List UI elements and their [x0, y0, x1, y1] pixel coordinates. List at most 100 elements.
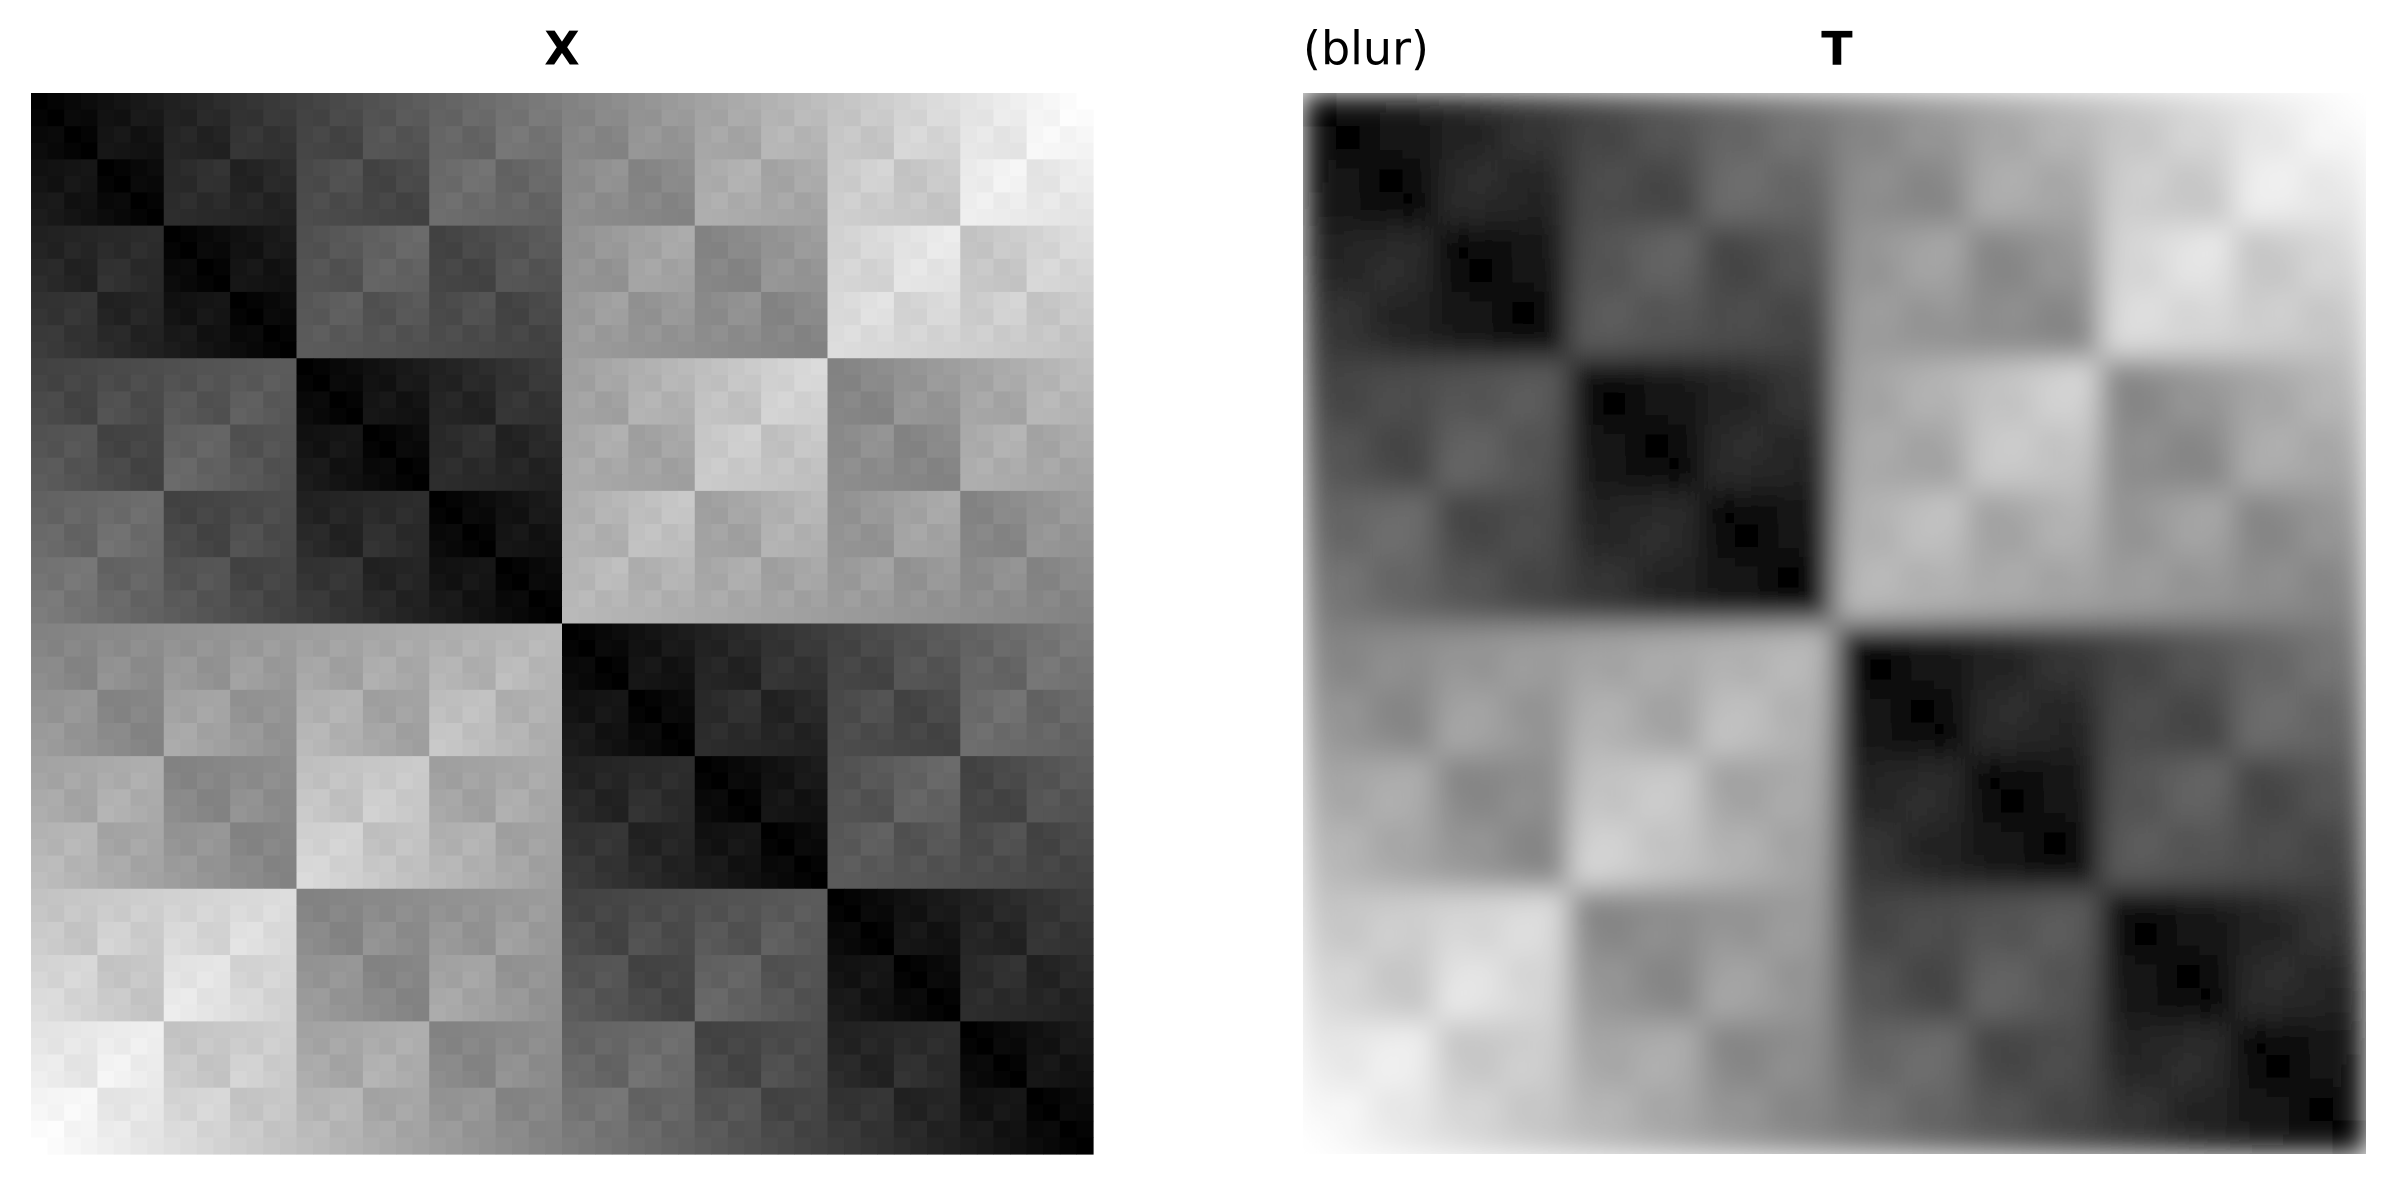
pixel: [80, 325, 98, 343]
pixel: [396, 905, 414, 923]
pixel: [362, 689, 381, 707]
pixel: [960, 756, 978, 774]
pixel: [80, 291, 98, 310]
pixel: [1026, 640, 1044, 658]
pixel: [246, 275, 264, 293]
pixel: [860, 673, 878, 691]
pixel: [545, 1120, 563, 1139]
pixel: [595, 209, 613, 227]
pixel: [960, 540, 978, 558]
pixel: [595, 1021, 613, 1039]
pixel: [628, 258, 646, 276]
pixel: [711, 789, 729, 807]
pixel: [528, 441, 546, 459]
pixel: [64, 209, 82, 227]
pixel: [2249, 93, 2267, 111]
pixel: [960, 142, 978, 160]
pixel: [628, 888, 646, 906]
pixel: [661, 606, 679, 625]
pixel: [213, 358, 231, 376]
pixel: [1026, 291, 1044, 310]
pixel: [1601, 159, 1620, 177]
pixel: [960, 209, 978, 227]
pixel: [976, 805, 995, 824]
pixel: [1352, 93, 1371, 111]
pixel: [628, 656, 646, 674]
pixel: [2299, 308, 2317, 326]
pixel: [512, 921, 530, 940]
pixel: [1668, 258, 1686, 276]
pixel: [1784, 175, 1802, 194]
pixel: [578, 1137, 596, 1155]
pixel: [445, 1120, 464, 1139]
pixel: [993, 1054, 1011, 1072]
pixel: [1059, 1037, 1077, 1056]
pixel: [213, 640, 231, 658]
pixel: [976, 673, 995, 691]
pixel: [993, 159, 1011, 177]
pixel: [163, 275, 181, 293]
pixel: [744, 407, 762, 426]
pixel: [794, 507, 812, 525]
pixel: [80, 1037, 98, 1056]
pixel: [2083, 126, 2101, 144]
pixel: [993, 258, 1011, 276]
pixel: [31, 888, 49, 906]
pixel: [678, 192, 696, 210]
pixel: [727, 590, 746, 608]
pixel: [694, 855, 712, 873]
pixel: [230, 258, 248, 276]
pixel: [777, 325, 795, 343]
pixel: [711, 159, 729, 177]
pixel: [512, 789, 530, 807]
pixel: [479, 822, 497, 840]
pixel: [246, 1054, 264, 1072]
pixel: [595, 93, 613, 111]
pixel: [313, 540, 331, 558]
pixel: [644, 524, 663, 542]
pixel: [661, 242, 679, 260]
pixel: [263, 1120, 281, 1139]
pixel: [644, 325, 663, 343]
pixel: [628, 988, 646, 1006]
pixel: [362, 457, 381, 475]
pixel: [412, 457, 430, 475]
pixel: [1801, 291, 1819, 310]
pixel: [2216, 209, 2234, 227]
pixel: [993, 706, 1011, 724]
pixel: [346, 524, 364, 542]
pixel: [196, 1087, 215, 1105]
pixel: [644, 988, 663, 1006]
pixel: [976, 374, 995, 393]
pixel: [64, 1137, 82, 1155]
pixel: [927, 706, 945, 724]
pixel: [578, 109, 596, 127]
pixel: [379, 159, 397, 177]
pixel: [263, 573, 281, 591]
pixel: [1635, 225, 1653, 243]
pixel: [694, 772, 712, 790]
pixel: [479, 126, 497, 144]
pixel: [163, 1004, 181, 1022]
pixel: [877, 988, 895, 1006]
pixel: [678, 573, 696, 591]
pixel: [80, 1137, 98, 1155]
pixel: [1568, 93, 1586, 111]
pixel: [1026, 109, 1044, 127]
pixel: [993, 192, 1011, 210]
pixel: [893, 971, 912, 989]
pixel: [562, 971, 580, 989]
pixel: [893, 805, 912, 824]
pixel: [396, 258, 414, 276]
pixel: [2033, 225, 2052, 243]
pixel: [1768, 126, 1786, 144]
pixel: [893, 623, 912, 641]
pixel: [960, 126, 978, 144]
pixel: [495, 192, 513, 210]
pixel: [2033, 291, 2052, 310]
pixel: [495, 441, 513, 459]
pixel: [545, 640, 563, 658]
pixel: [512, 391, 530, 409]
pixel: [130, 391, 148, 409]
pixel: [960, 988, 978, 1006]
